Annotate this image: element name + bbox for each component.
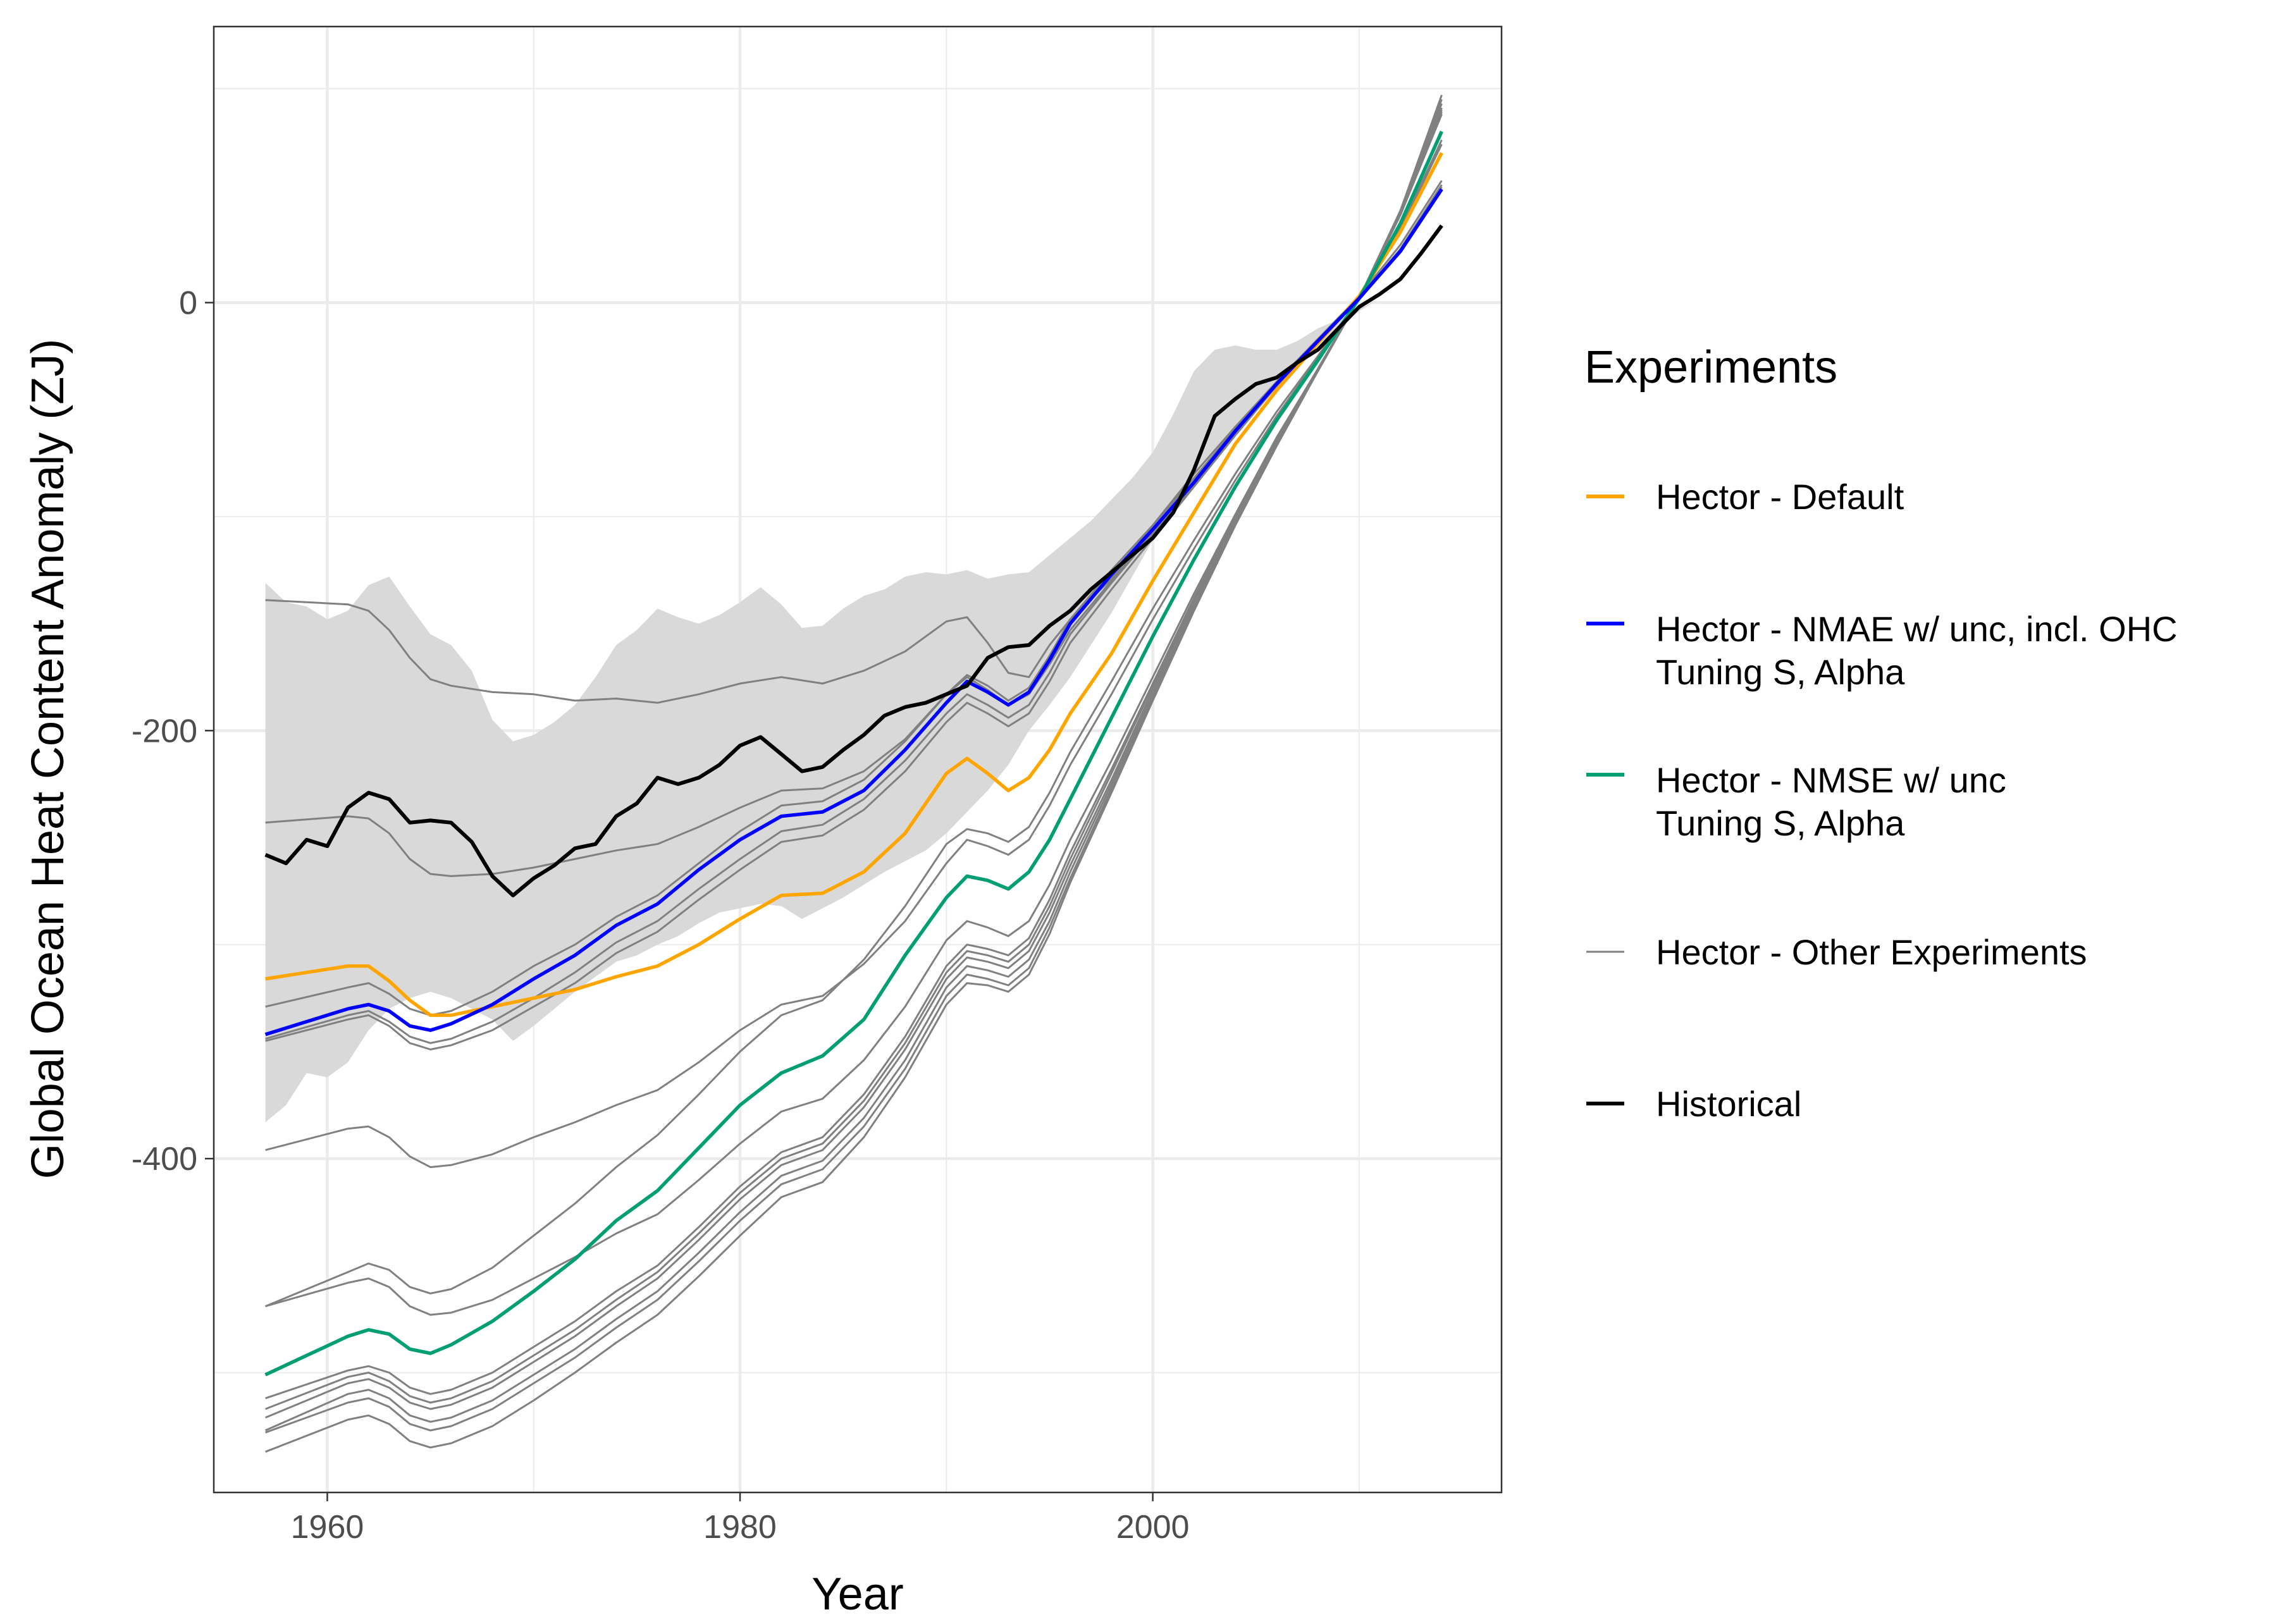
y-axis-title: Global Ocean Heat Content Anomaly (ZJ) bbox=[23, 339, 73, 1179]
series-line-other-8 bbox=[265, 184, 1443, 1050]
series-line-default-1 bbox=[265, 152, 1443, 1018]
legend-label-nmae: Tuning S, Alpha bbox=[1656, 652, 1905, 692]
legend-label-other: Hector - Other Experiments bbox=[1656, 932, 2087, 972]
series-line-nmae-2 bbox=[264, 188, 1443, 1037]
historical-uncertainty-band bbox=[265, 228, 1442, 1123]
series-line-other-10 bbox=[265, 144, 1443, 1307]
x-tick-label: 1960 bbox=[291, 1509, 364, 1546]
legend-label-default: Hector - Default bbox=[1656, 477, 1904, 517]
series-line-historical-0 bbox=[264, 224, 1443, 897]
series-line-other-11 bbox=[265, 114, 1443, 1316]
panel-border bbox=[213, 25, 1503, 1494]
legend-label-nmse: Tuning S, Alpha bbox=[1656, 803, 1905, 843]
x-tick-label: 2000 bbox=[1116, 1509, 1190, 1546]
series-line-other-13 bbox=[265, 109, 1443, 1410]
legend-label-historical: Historical bbox=[1656, 1084, 1801, 1124]
series-line-other-15 bbox=[264, 103, 1443, 1432]
series-line-other-9 bbox=[265, 139, 1443, 1169]
series-line-other-17 bbox=[265, 94, 1443, 1453]
series-line-other-12 bbox=[265, 111, 1443, 1399]
x-tick-label: 1980 bbox=[703, 1509, 777, 1546]
series-line-nmse-3 bbox=[264, 130, 1443, 1377]
y-tick-label: 0 bbox=[179, 285, 197, 322]
x-axis-title: Year bbox=[811, 1569, 903, 1620]
x-axis: 1960 1980 2000 bbox=[291, 1492, 1190, 1546]
y-tick-label: -200 bbox=[132, 713, 197, 749]
y-tick-label: -400 bbox=[132, 1141, 197, 1178]
major-gridlines bbox=[214, 27, 1502, 1492]
legend-label-nmse: Hector - NMSE w/ unc bbox=[1656, 760, 2006, 800]
legend-label-nmae: Hector - NMAE w/ unc, incl. OHC bbox=[1656, 609, 2178, 649]
legend: Experiments Hector - Default Hector - NMA… bbox=[1584, 342, 2178, 1124]
series-line-other-6 bbox=[265, 186, 1443, 1016]
y-axis: -400 -200 0 bbox=[132, 285, 214, 1178]
plot-area bbox=[264, 94, 1443, 1453]
series-line-other-14 bbox=[265, 108, 1443, 1418]
series-line-other-4 bbox=[265, 180, 1443, 704]
legend-title: Experiments bbox=[1584, 342, 1837, 393]
